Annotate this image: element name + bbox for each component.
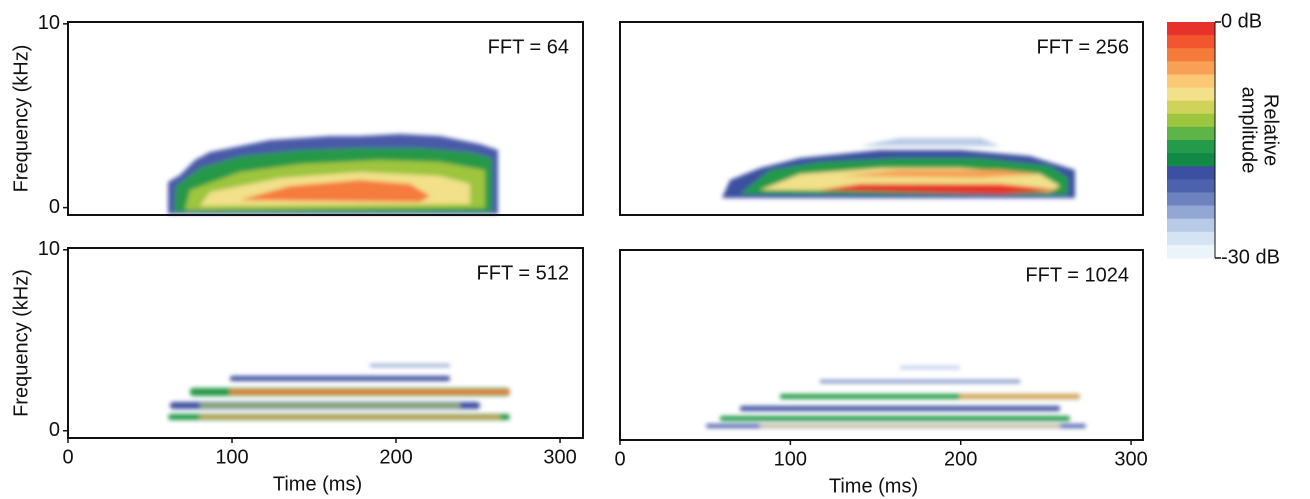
spectrogram-energy: [168, 134, 1086, 428]
plot-frame: [619, 21, 1144, 216]
y-axis-label: Frequency (kHz): [10, 45, 32, 193]
y-tick-label: 0: [49, 419, 60, 441]
x-tick-label: 100: [215, 446, 248, 468]
colorbar-swatch: [1167, 48, 1215, 62]
x-tick-label: 200: [379, 446, 412, 468]
colorbar-tick-label: 0 dB: [1221, 10, 1262, 32]
plot-frame: [619, 249, 1144, 441]
colorbar-swatch: [1167, 192, 1215, 207]
colorbar-swatch: [1167, 35, 1215, 49]
colorbar-swatch: [1167, 205, 1215, 220]
x-axis-label: Time (ms): [829, 475, 918, 497]
colorbar-swatch: [1167, 153, 1215, 167]
colorbar-swatch: [1167, 22, 1215, 36]
colorbar-title: Relative: [1260, 94, 1282, 166]
plot-frame: [67, 247, 584, 439]
colorbar-swatch: [1167, 126, 1215, 141]
colorbar-swatch: [1167, 166, 1215, 180]
x-tick-label: 100: [774, 448, 807, 470]
colorbar-swatch: [1167, 61, 1215, 75]
colorbar-title: amplitude: [1238, 87, 1260, 174]
colorbar-swatch: [1167, 179, 1215, 193]
colorbar-swatch: [1167, 218, 1215, 233]
y-tick-label: 10: [38, 238, 60, 260]
x-tick-label: 0: [62, 446, 73, 468]
annotation: FFT = 1024: [1025, 264, 1129, 286]
x-tick-label: 200: [944, 448, 977, 470]
colorbar-swatch: [1167, 74, 1215, 89]
annotation: FFT = 256: [1037, 36, 1129, 58]
plot-frame: [67, 21, 584, 216]
colorbar-swatch: [1167, 231, 1215, 246]
colorbar-swatch: [1167, 87, 1215, 102]
y-tick-label: 0: [49, 196, 60, 218]
colorbar-swatch: [1167, 244, 1215, 259]
annotation: FFT = 512: [477, 262, 569, 284]
annotation: FFT = 64: [488, 36, 569, 58]
y-axis-label: Frequency (kHz): [10, 269, 32, 417]
x-tick-label: 300: [543, 446, 576, 468]
x-tick-label: 0: [614, 448, 625, 470]
colorbar-swatch: [1167, 100, 1215, 115]
colorbar-swatch: [1167, 113, 1215, 128]
colorbar-swatch: [1167, 140, 1215, 154]
x-tick-label: 300: [1114, 448, 1147, 470]
colorbar-tick-label: -30 dB: [1221, 246, 1280, 268]
y-tick-label: 10: [38, 12, 60, 34]
x-axis-label: Time (ms): [273, 473, 362, 495]
